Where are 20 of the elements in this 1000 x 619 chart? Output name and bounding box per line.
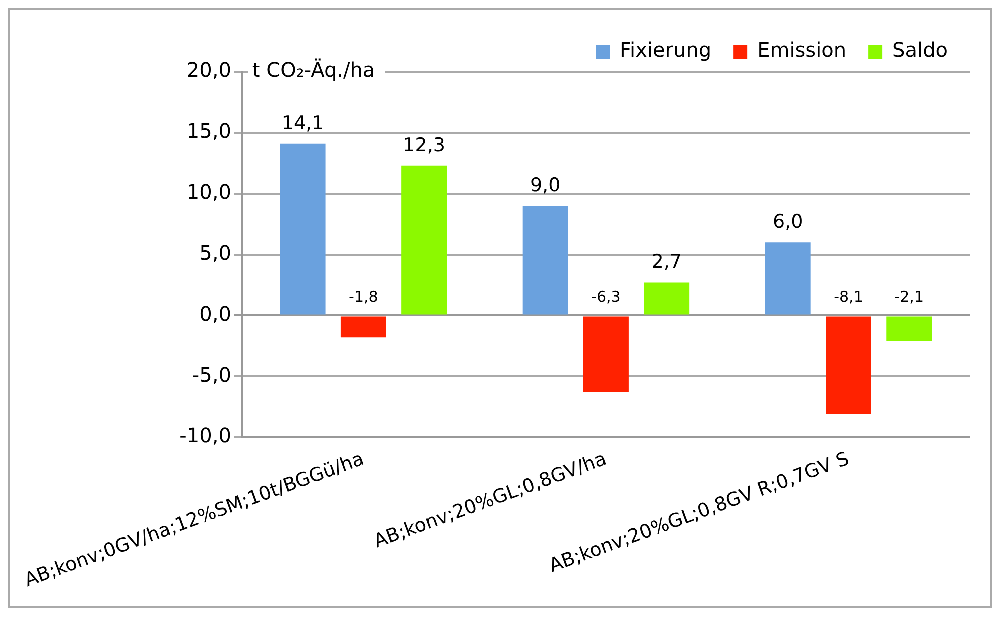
y-tick-label: 20,0 <box>186 58 232 82</box>
legend-label: Fixierung <box>620 38 712 62</box>
data-label: -6,3 <box>592 288 621 306</box>
y-tick-label: 10,0 <box>186 180 232 204</box>
data-label: 9,0 <box>530 174 561 196</box>
y-tick-label: -10,0 <box>180 424 232 448</box>
data-label: 12,3 <box>403 134 446 156</box>
data-label: 14,1 <box>282 112 324 134</box>
y-axis-title: t CO₂-Äq./ha <box>252 58 376 82</box>
data-label: 2,7 <box>652 251 682 274</box>
y-tick-label: -5,0 <box>192 362 232 387</box>
data-label: 6,0 <box>772 211 804 234</box>
legend-label: Emission <box>758 38 847 62</box>
y-tick-label: 5,0 <box>200 240 232 265</box>
legend-label: Saldo <box>892 38 948 62</box>
data-label: -2,1 <box>894 288 924 306</box>
y-tick-label: 0,0 <box>200 302 232 326</box>
data-label: -1,8 <box>349 288 378 306</box>
data-label: -8,1 <box>834 288 864 306</box>
y-tick-label: 15,0 <box>186 119 232 144</box>
